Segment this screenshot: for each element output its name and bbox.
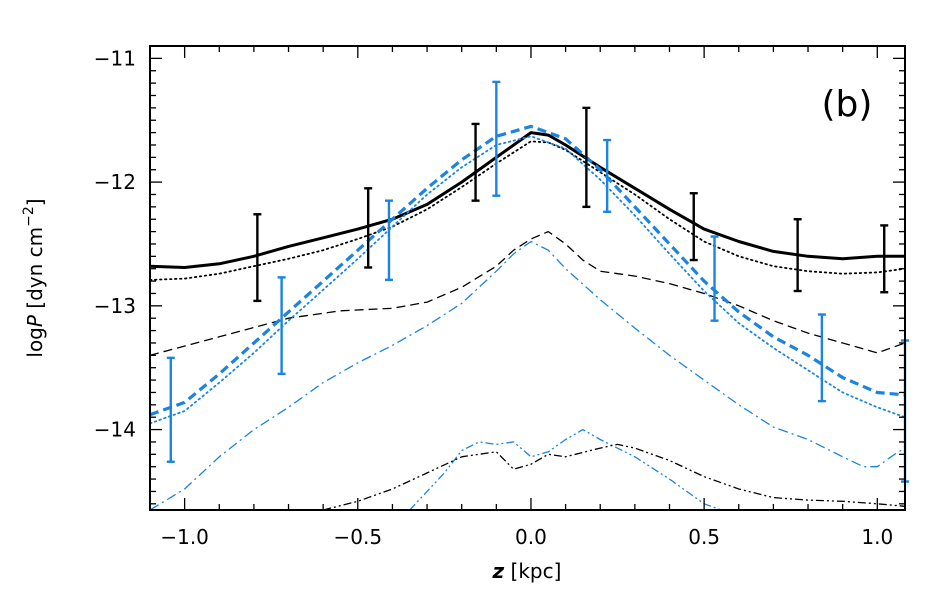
y-axis-prefix: log	[23, 327, 47, 358]
black-errorbars-point-1	[253, 213, 262, 303]
ticks-layer	[149, 45, 905, 510]
y-axis-close: ]	[23, 198, 47, 206]
errorbar-layer	[166, 80, 909, 483]
blue-errorbars-point-1	[166, 356, 175, 463]
black-errorbars-point-2	[364, 187, 373, 269]
plot-frame	[149, 45, 906, 511]
y-axis-unit: [dyn cm	[23, 227, 47, 315]
panel-label: (b)	[822, 84, 873, 125]
blue-errorbars-point-2	[277, 276, 286, 376]
series-layer	[150, 124, 905, 510]
x-tick-label: 0.5	[688, 525, 720, 549]
series-blue-dash-dot-dot	[409, 428, 722, 510]
series-black-dotted	[150, 140, 905, 281]
black-errorbars-point-7	[880, 224, 889, 294]
blue-errorbars-point-5	[603, 138, 612, 214]
series-blue-dotted	[150, 135, 905, 425]
black-errorbars-point-4	[582, 106, 591, 209]
blue-errorbars-point-7	[817, 313, 826, 403]
black-errorbars-point-6	[793, 218, 802, 293]
series-black-solid-total	[150, 131, 905, 269]
blue-errorbars-point-3	[384, 199, 393, 282]
y-axis-exponent: −2	[21, 206, 37, 227]
x-axis-unit: [kpc]	[504, 559, 561, 583]
x-axis-title: z [kpc]	[492, 559, 562, 583]
blue-errorbars-point-4	[492, 80, 501, 197]
series-blue-dashed-thick	[150, 124, 905, 417]
blue-errorbars-point-6	[710, 235, 719, 322]
black-errorbars-point-3	[471, 122, 480, 202]
y-tick-label: −12	[94, 170, 136, 194]
x-tick-label: 0.0	[515, 525, 547, 549]
y-tick-label: −14	[94, 418, 136, 442]
x-axis-symbol: z	[492, 559, 505, 583]
series-black-dash-dot-dot	[323, 443, 905, 510]
series-blue-dash-dot	[150, 240, 905, 510]
series-black-dashed	[150, 230, 905, 356]
y-axis-title: logP [dyn cm−2]	[21, 198, 47, 357]
x-tick-label: −0.5	[334, 525, 383, 549]
y-tick-label: −11	[94, 46, 136, 70]
x-tick-label: −1.0	[160, 525, 209, 549]
x-tick-label: 1.0	[861, 525, 893, 549]
y-tick-label: −13	[94, 294, 136, 318]
black-errorbars-point-5	[689, 192, 698, 262]
tick-labels: −1.0 −0.5 0.0 0.5 1.0 −11 −12 −13 −14	[94, 46, 893, 549]
y-axis-symbol: P	[23, 314, 47, 327]
